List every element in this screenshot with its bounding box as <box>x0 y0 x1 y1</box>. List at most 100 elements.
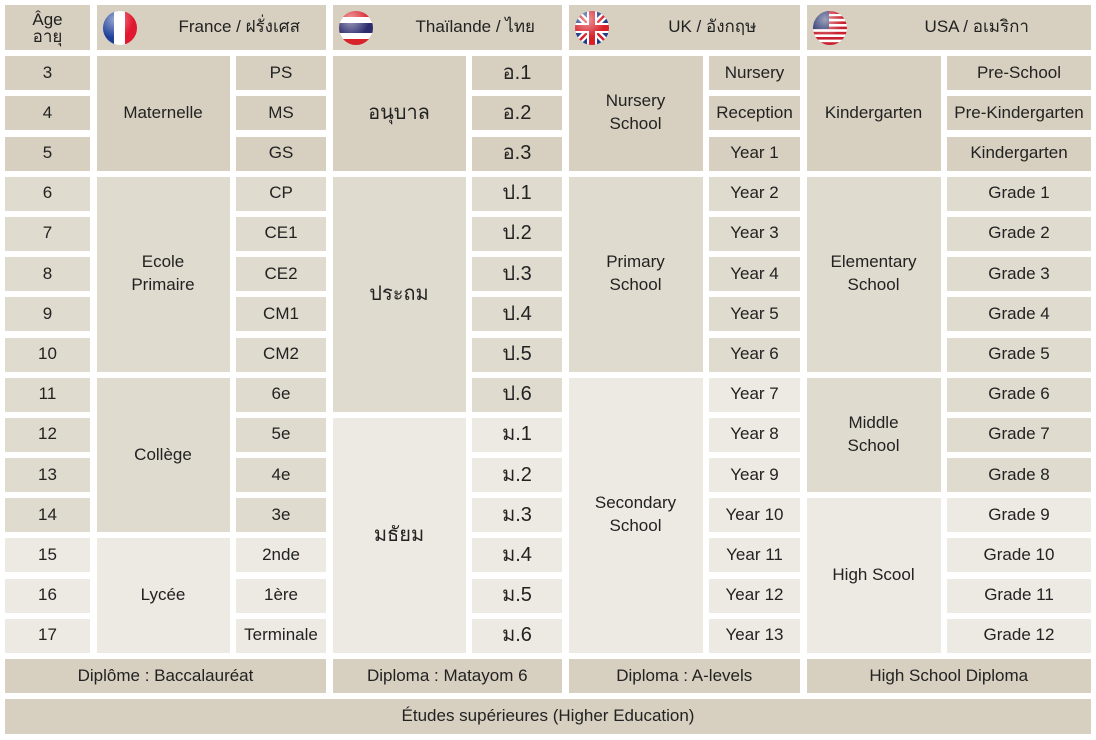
grade-level: CM2 <box>236 337 326 372</box>
usa-flag-icon <box>812 10 847 45</box>
age-header: Âge อายุ <box>5 5 90 50</box>
school-stage: Elementary School <box>806 176 941 372</box>
age-cell: 12 <box>5 417 90 452</box>
grade-level: 2nde <box>236 538 326 573</box>
grade-level: Year 7 <box>709 377 800 412</box>
grade-level: Year 12 <box>709 578 800 613</box>
grade-level: Year 2 <box>709 176 800 211</box>
grade-level: Grade 6 <box>947 377 1091 412</box>
grade-level: ป.2 <box>472 216 562 251</box>
usa-header: USA / อเมริกา <box>806 5 1091 50</box>
france-flag-icon <box>102 10 137 45</box>
grade-level: Pre-Kindergarten <box>947 96 1091 131</box>
grade-level: Year 13 <box>709 618 800 653</box>
grade-level: อ.1 <box>472 56 562 91</box>
uk-diploma: Diploma : A-levels <box>568 659 800 693</box>
age-cell: 5 <box>5 136 90 171</box>
grade-level: ป.1 <box>472 176 562 211</box>
school-stage: Primary School <box>568 176 703 372</box>
grade-level: ป.3 <box>472 257 562 292</box>
grade-level: ม.5 <box>472 578 562 613</box>
grade-level: PS <box>236 56 326 91</box>
grade-level: Grade 10 <box>947 538 1091 573</box>
age-cell: 7 <box>5 216 90 251</box>
grade-level: Terminale <box>236 618 326 653</box>
age-cell: 17 <box>5 618 90 653</box>
grade-level: Year 1 <box>709 136 800 171</box>
grade-level: Grade 8 <box>947 458 1091 493</box>
grade-level: Year 9 <box>709 458 800 493</box>
grade-level: CE1 <box>236 216 326 251</box>
grade-level: ม.4 <box>472 538 562 573</box>
grade-level: Grade 2 <box>947 216 1091 251</box>
grade-level: Year 4 <box>709 257 800 292</box>
school-stage: High Scool <box>806 498 941 653</box>
france-header: France / ฝรั่งเศส <box>96 5 326 50</box>
age-cell: 3 <box>5 56 90 91</box>
grade-level: Year 10 <box>709 498 800 533</box>
country-title: Thaïlande / ไทย <box>415 17 536 37</box>
school-stage: มธัยม <box>332 417 466 653</box>
grade-level: ม.1 <box>472 417 562 452</box>
grade-level: Year 3 <box>709 216 800 251</box>
school-stage: Secondary School <box>568 377 703 653</box>
school-stage: Lycée <box>96 538 230 653</box>
grade-level: Grade 1 <box>947 176 1091 211</box>
grade-level: อ.3 <box>472 136 562 171</box>
school-stage: ประถม <box>332 176 466 412</box>
school-stage: Collège <box>96 377 230 533</box>
grade-level: Year 11 <box>709 538 800 573</box>
school-stage: Ecole Primaire <box>96 176 230 372</box>
country-title: UK / อังกฤษ <box>668 17 757 37</box>
grade-level: Year 6 <box>709 337 800 372</box>
grade-level: CP <box>236 176 326 211</box>
grade-level: Reception <box>709 96 800 131</box>
grade-level: ม.2 <box>472 458 562 493</box>
age-cell: 10 <box>5 337 90 372</box>
age-cell: 6 <box>5 176 90 211</box>
thailand-header: Thaïlande / ไทย <box>332 5 562 50</box>
country-title: USA / อเมริกา <box>924 17 1029 37</box>
age-cell: 9 <box>5 297 90 332</box>
grade-level: 1ère <box>236 578 326 613</box>
uk-header: UK / อังกฤษ <box>568 5 800 50</box>
grade-level: 6e <box>236 377 326 412</box>
grade-level: GS <box>236 136 326 171</box>
grade-level: ป.5 <box>472 337 562 372</box>
thailand-diploma: Diploma : Matayom 6 <box>332 659 562 693</box>
grade-level: MS <box>236 96 326 131</box>
age-cell: 11 <box>5 377 90 412</box>
education-comparison-table: Âge อายุ 3 4 5 6 7 8 9 10 11 12 13 14 15 16 17 France / ฝ… <box>5 5 1091 735</box>
grade-level: Year 8 <box>709 417 800 452</box>
grade-level: Grade 12 <box>947 618 1091 653</box>
grade-level: Grade 4 <box>947 297 1091 332</box>
grade-level: อ.2 <box>472 96 562 131</box>
age-cell: 8 <box>5 257 90 292</box>
age-label-thai: อายุ <box>32 26 63 46</box>
country-title: France / ฝรั่งเศส <box>178 17 300 37</box>
grade-level: 4e <box>236 458 326 493</box>
age-cell: 4 <box>5 96 90 131</box>
age-cell: 14 <box>5 498 90 533</box>
school-stage: Maternelle <box>96 56 230 171</box>
age-label: Âge <box>32 9 63 29</box>
school-stage: Kindergarten <box>806 56 941 171</box>
grade-level: Kindergarten <box>947 136 1091 171</box>
uk-flag-icon <box>574 10 609 45</box>
grade-level: CM1 <box>236 297 326 332</box>
france-diploma: Diplôme : Baccalauréat <box>5 659 326 693</box>
grade-level: 3e <box>236 498 326 533</box>
age-cell: 16 <box>5 578 90 613</box>
school-stage: Nursery School <box>568 56 703 171</box>
grade-level: Grade 7 <box>947 417 1091 452</box>
grade-level: Grade 5 <box>947 337 1091 372</box>
grade-level: Grade 11 <box>947 578 1091 613</box>
grade-level: Nursery <box>709 56 800 91</box>
age-cell: 15 <box>5 538 90 573</box>
usa-diploma: High School Diploma <box>806 659 1091 693</box>
grade-level: Pre-School <box>947 56 1091 91</box>
grade-level: ม.6 <box>472 618 562 653</box>
school-stage: อนุบาล <box>332 56 466 171</box>
grade-level: ป.6 <box>472 377 562 412</box>
grade-level: Grade 9 <box>947 498 1091 533</box>
